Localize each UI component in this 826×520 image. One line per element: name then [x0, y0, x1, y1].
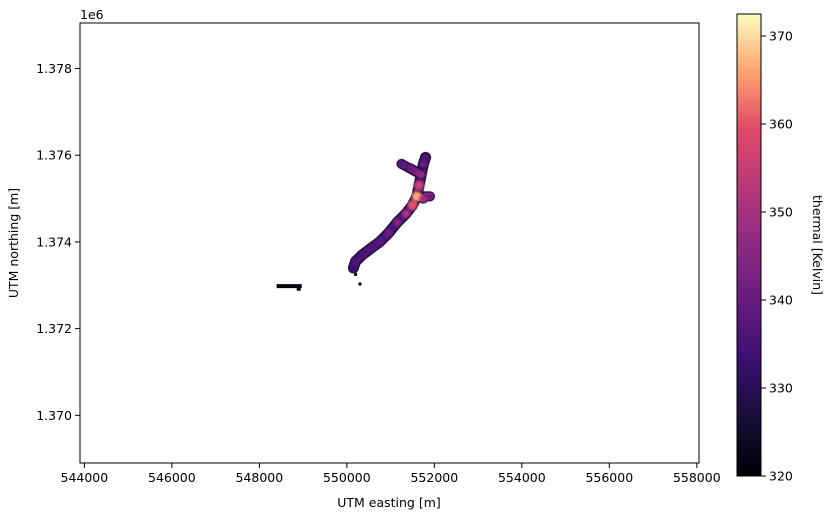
- x-tick-label: 552000: [410, 470, 458, 485]
- x-tick-label: 554000: [498, 470, 546, 485]
- plot-frame: [79, 22, 700, 464]
- x-tick-label: 546000: [148, 470, 196, 485]
- thermal-pixel: [366, 244, 375, 253]
- y-tick-label: 1.376: [36, 148, 72, 163]
- colorbar-tick-label: 360: [769, 117, 793, 132]
- colorbar: 320 330 340 350 360 370 thermal [Kelvin]: [736, 13, 825, 484]
- thermal-pixel: [407, 200, 418, 211]
- y-tick-label: 1.378: [36, 61, 72, 76]
- x-tick-label: 558000: [673, 470, 721, 485]
- x-tick-label: 548000: [235, 470, 283, 485]
- thermal-pixel: [349, 263, 358, 272]
- thermal-pixel: [417, 170, 426, 179]
- colorbar-gradient: [736, 13, 762, 477]
- thermal-pixel: [393, 218, 402, 227]
- y-tick-label: 1.372: [36, 321, 72, 336]
- thermal-anomaly-layer: [276, 151, 435, 291]
- thermal-pixel: [401, 209, 410, 218]
- x-tick-label: 556000: [585, 470, 633, 485]
- plot-area: [80, 23, 699, 463]
- west-thermal-patch: [276, 284, 302, 289]
- y-axis-ticks: 1.370 1.372 1.374 1.376 1.378: [36, 61, 80, 423]
- thermal-pixel: [406, 164, 415, 173]
- colorbar-tick-label: 320: [769, 469, 793, 484]
- thermal-pixel: [414, 180, 425, 191]
- colorbar-tick-label: 370: [769, 29, 793, 44]
- colorbar-label: thermal [Kelvin]: [810, 195, 825, 295]
- thermal-pixel: [411, 191, 422, 202]
- x-tick-label: 550000: [323, 470, 371, 485]
- colorbar-tick-label: 350: [769, 205, 793, 220]
- thermal-pixel: [397, 159, 406, 168]
- small-thermal-pixel: [354, 272, 358, 276]
- y-axis-label: UTM northing [m]: [6, 188, 21, 298]
- colorbar-tick-label: 330: [769, 381, 793, 396]
- y-offset-text: 1e6: [80, 7, 104, 22]
- y-tick-label: 1.370: [36, 408, 72, 423]
- y-tick-label: 1.374: [36, 234, 72, 249]
- x-axis-label: UTM easting [m]: [337, 495, 441, 510]
- thermal-pixel: [375, 237, 384, 246]
- thermal-pixel: [419, 194, 428, 203]
- colorbar-ticks: 320 330 340 350 360 370: [761, 29, 793, 484]
- x-axis-ticks: 544000 546000 548000 550000 552000 554000 5560…: [61, 463, 721, 485]
- thermal-pixel: [358, 250, 367, 259]
- thermal-pixel: [351, 257, 360, 266]
- thermal-pixel: [384, 229, 393, 238]
- colorbar-tick-label: 340: [769, 293, 793, 308]
- thermal-pixel: [425, 192, 434, 201]
- west-thermal-pixel: [296, 287, 301, 291]
- x-tick-label: 544000: [61, 470, 109, 485]
- thermal-pixel: [419, 159, 428, 168]
- thermal-pixel: [421, 153, 430, 162]
- small-thermal-pixel: [358, 282, 362, 286]
